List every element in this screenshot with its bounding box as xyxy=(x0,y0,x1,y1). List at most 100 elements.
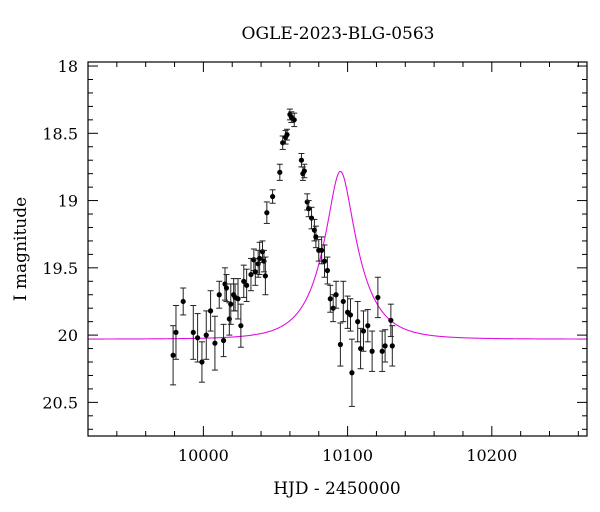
data-point-12 xyxy=(223,274,230,302)
data-point-22 xyxy=(250,248,257,272)
data-marker xyxy=(355,319,361,325)
y-tick-label: 20.5 xyxy=(42,393,78,412)
data-point-67 xyxy=(389,325,396,367)
data-marker xyxy=(212,340,218,346)
data-marker xyxy=(319,247,325,253)
data-point-50 xyxy=(327,284,334,313)
data-point-61 xyxy=(364,309,371,343)
data-point-62 xyxy=(369,330,376,372)
data-marker xyxy=(270,193,276,200)
data-marker xyxy=(223,285,230,291)
data-point-5 xyxy=(198,341,205,383)
data-point-13 xyxy=(226,302,233,336)
data-point-8 xyxy=(211,315,218,371)
data-marker xyxy=(388,317,394,323)
data-point-29 xyxy=(263,201,270,224)
data-point-11 xyxy=(222,267,229,301)
data-marker xyxy=(257,255,263,262)
data-marker xyxy=(337,341,343,348)
data-point-31 xyxy=(276,163,283,181)
data-marker xyxy=(173,329,179,336)
data-marker xyxy=(321,258,328,264)
axis-tick-labels: 10000 10100 10200 18 18.5 19 19.5 20 20.5 xyxy=(42,57,517,465)
data-marker xyxy=(252,269,258,275)
data-marker xyxy=(347,312,354,318)
data-point-20 xyxy=(243,268,250,302)
data-point-16 xyxy=(232,283,239,312)
data-marker xyxy=(379,348,385,354)
y-tick-label: 18.5 xyxy=(42,124,78,143)
data-point-9 xyxy=(216,280,223,309)
y-axis-label: I magnitude xyxy=(11,197,31,301)
data-marker xyxy=(277,169,283,175)
data-point-30 xyxy=(269,189,276,204)
data-point-38 xyxy=(298,152,305,168)
data-marker xyxy=(369,348,375,354)
data-point-18 xyxy=(237,303,244,348)
data-marker xyxy=(220,337,227,344)
data-marker xyxy=(340,298,346,305)
data-point-1 xyxy=(172,305,179,360)
data-point-53 xyxy=(337,322,344,367)
data-marker xyxy=(333,292,339,298)
y-tick-label: 19.5 xyxy=(42,259,78,278)
data-marker xyxy=(349,370,355,376)
data-marker xyxy=(324,267,331,274)
data-point-65 xyxy=(382,329,389,363)
data-marker xyxy=(241,278,247,284)
data-marker xyxy=(248,271,254,278)
data-point-37 xyxy=(291,112,298,128)
y-tick-label: 18 xyxy=(58,57,78,76)
data-point-25 xyxy=(256,241,263,276)
data-marker xyxy=(199,359,205,365)
data-point-6 xyxy=(203,310,210,360)
data-marker xyxy=(228,301,234,307)
data-marker xyxy=(284,132,290,138)
data-point-40 xyxy=(301,163,308,179)
data-point-32 xyxy=(279,135,286,150)
chart-title: OGLE-2023-BLG-0563 xyxy=(242,24,435,44)
data-marker xyxy=(180,298,186,305)
data-marker xyxy=(301,168,307,174)
data-marker xyxy=(357,345,364,352)
data-point-2 xyxy=(180,287,187,316)
data-marker xyxy=(216,292,222,298)
data-marker xyxy=(262,273,268,279)
data-marker xyxy=(195,335,201,341)
data-point-57 xyxy=(348,338,355,407)
x-tick-label: 10200 xyxy=(466,446,517,465)
data-point-47 xyxy=(318,236,325,265)
data-marker xyxy=(190,329,196,336)
data-point-52 xyxy=(333,280,340,309)
data-marker xyxy=(298,157,305,163)
y-tick-label: 20 xyxy=(58,326,78,345)
data-point-58 xyxy=(354,300,361,343)
data-point-0 xyxy=(170,325,177,386)
data-marker xyxy=(203,332,209,338)
data-point-66 xyxy=(387,303,394,337)
data-points-layer xyxy=(170,108,396,407)
data-marker xyxy=(360,328,367,334)
data-marker xyxy=(365,323,371,329)
data-marker xyxy=(207,308,214,314)
data-marker xyxy=(238,323,244,329)
data-marker xyxy=(382,343,388,349)
x-tick-label: 10100 xyxy=(322,446,373,465)
data-marker xyxy=(327,296,333,302)
data-point-48 xyxy=(321,244,328,278)
data-point-54 xyxy=(340,280,347,323)
data-marker xyxy=(375,294,381,301)
data-point-21 xyxy=(247,257,254,292)
model-curve-layer xyxy=(88,170,587,340)
data-point-23 xyxy=(252,257,259,286)
data-marker xyxy=(244,282,250,288)
data-marker xyxy=(313,234,319,240)
data-point-3 xyxy=(190,305,197,360)
x-tick-label: 10000 xyxy=(178,446,229,465)
y-tick-label: 19 xyxy=(58,192,78,211)
data-point-56 xyxy=(347,298,354,332)
data-marker xyxy=(235,296,241,302)
data-point-7 xyxy=(207,290,214,332)
data-point-49 xyxy=(324,256,331,285)
